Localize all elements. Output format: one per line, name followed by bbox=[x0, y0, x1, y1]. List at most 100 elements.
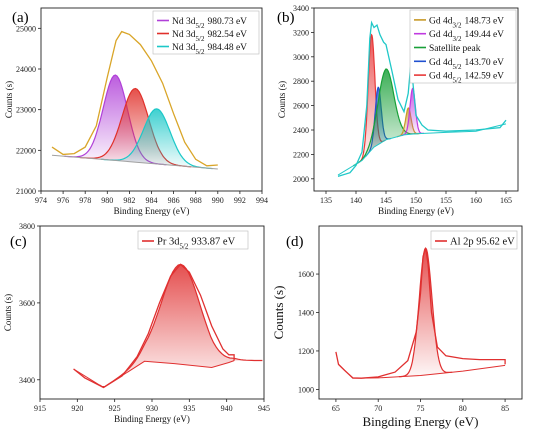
peak-fill bbox=[401, 88, 424, 136]
y-tick-label: 2600 bbox=[293, 102, 309, 111]
y-axis-label: Counts (s) bbox=[3, 294, 13, 331]
legend-entry: Gd 4d5/2 142.59 eV bbox=[429, 72, 504, 85]
peak-fill bbox=[353, 69, 419, 166]
legend-text: Satellite peak bbox=[429, 44, 481, 54]
x-tick-label: 920 bbox=[71, 404, 83, 413]
legend-entry: Al 2p 95.62 eV bbox=[450, 237, 515, 248]
legend-text: Nd 3d bbox=[172, 30, 196, 40]
legend-entry: Satellite peak bbox=[429, 44, 481, 54]
y-tick-label: 3600 bbox=[19, 299, 35, 308]
x-tick-label: 930 bbox=[146, 404, 158, 413]
legend-entry: Nd 3d5/2 982.54 eV bbox=[172, 30, 247, 43]
x-tick-label: 80 bbox=[459, 404, 467, 413]
x-tick-label: 976 bbox=[57, 196, 69, 205]
y-tick-label: 3400 bbox=[19, 376, 35, 385]
y-tick-label: 24000 bbox=[16, 65, 36, 74]
x-axis-label: Bingding Energy (eV) bbox=[362, 414, 478, 429]
panel-a: 974 976 978 980 982 984 986 988 990 992 994 21000 22… bbox=[4, 7, 268, 216]
plot-area bbox=[51, 30, 218, 170]
legend-box bbox=[137, 230, 249, 250]
legend-value: 142.59 eV bbox=[464, 72, 504, 82]
y-tick-label: 3400 bbox=[293, 4, 309, 13]
y-tick-label: 2200 bbox=[293, 150, 309, 159]
y-tick-label: 2400 bbox=[293, 126, 309, 135]
panel-label: (d) bbox=[286, 234, 304, 250]
panel-b: 135 140 145 150 155 160 165 2000 2200 2400 2600 280… bbox=[277, 4, 519, 216]
legend-entry: Gd 4d3/2 149.44 eV bbox=[429, 30, 504, 43]
legend-subscript: 5/2 bbox=[453, 77, 462, 85]
x-axis-label: Binding Energy (eV) bbox=[114, 206, 190, 216]
y-axis-label: Counts (s) bbox=[277, 81, 287, 118]
legend-text: Pr 3d bbox=[157, 237, 180, 248]
y-tick-label: 2800 bbox=[293, 77, 309, 86]
envelope-line bbox=[51, 30, 218, 167]
legend-box bbox=[409, 9, 517, 84]
x-tick-label: 75 bbox=[417, 404, 425, 413]
legend-value: 148.73 eV bbox=[464, 16, 504, 26]
panel-label: (c) bbox=[10, 234, 27, 250]
peak-fill bbox=[99, 264, 263, 387]
x-tick-label: 915 bbox=[34, 404, 46, 413]
x-tick-label: 945 bbox=[258, 404, 270, 413]
y-tick-label: 22000 bbox=[16, 146, 36, 155]
x-tick-label: 935 bbox=[183, 404, 195, 413]
plot-area bbox=[73, 263, 263, 389]
x-tick-label: 974 bbox=[35, 196, 47, 205]
legend-entry: Pr 3d5/2 933.87 eV bbox=[157, 237, 236, 251]
peak-line bbox=[101, 108, 213, 170]
legend-text: Nd 3d bbox=[172, 17, 196, 27]
legend-box bbox=[430, 230, 518, 250]
x-tick-label: 980 bbox=[101, 196, 113, 205]
x-tick-label: 982 bbox=[123, 196, 135, 205]
y-axis-label: Counts (s) bbox=[271, 286, 286, 340]
legend: Pr 3d5/2 933.87 eV bbox=[137, 230, 249, 251]
background-line bbox=[51, 154, 218, 170]
x-tick-label: 992 bbox=[234, 196, 246, 205]
legend-subscript: 5/2 bbox=[453, 63, 462, 71]
x-tick-label: 940 bbox=[221, 404, 233, 413]
legend-text: Nd 3d bbox=[172, 43, 196, 53]
peak-fill bbox=[357, 34, 386, 164]
peak-fill bbox=[79, 88, 192, 167]
envelope-line bbox=[337, 20, 507, 178]
legend-text: Gd 4d bbox=[429, 30, 453, 40]
panel-d: 65 70 75 80 85 1000 1200 1400 1600 Bingding Energ… bbox=[271, 225, 523, 429]
legend-text: Al 2p 95.62 eV bbox=[450, 237, 515, 248]
x-tick-label: 986 bbox=[168, 196, 180, 205]
y-tick-label: 3200 bbox=[293, 28, 309, 37]
y-tick-label: 1400 bbox=[298, 309, 314, 318]
x-tick-label: 994 bbox=[256, 196, 268, 205]
legend-value: 149.44 eV bbox=[464, 30, 504, 40]
x-tick-label: 155 bbox=[440, 196, 452, 205]
panel-label: (b) bbox=[277, 10, 295, 26]
x-tick-label: 978 bbox=[79, 196, 91, 205]
legend-subscript: 5/2 bbox=[196, 48, 205, 56]
legend-subscript: 5/2 bbox=[196, 22, 205, 30]
envelope-line bbox=[73, 263, 235, 389]
y-tick-label: 1600 bbox=[298, 270, 314, 279]
y-tick-label: 21000 bbox=[16, 187, 36, 196]
peak-fill bbox=[101, 108, 213, 169]
legend-entry: Nd 3d5/2 980.73 eV bbox=[172, 17, 247, 30]
legend-box bbox=[152, 10, 260, 55]
x-tick-label: 140 bbox=[350, 196, 362, 205]
legend-entry: Nd 3d5/2 984.48 eV bbox=[172, 43, 247, 56]
y-tick-label: 25000 bbox=[16, 24, 36, 33]
legend-value: 984.48 eV bbox=[207, 43, 247, 53]
legend-text: Gd 4d bbox=[429, 58, 453, 68]
legend-entry: Gd 4d3/2 148.73 eV bbox=[429, 16, 504, 29]
y-tick-label: 3800 bbox=[19, 222, 35, 231]
background-line bbox=[337, 123, 507, 176]
peak-fill bbox=[64, 75, 167, 165]
legend-subscript: 3/2 bbox=[453, 35, 462, 43]
legend-value: 143.70 eV bbox=[464, 58, 504, 68]
peak-line bbox=[401, 87, 424, 137]
legend-subscript: 5/2 bbox=[196, 35, 205, 43]
x-tick-label: 150 bbox=[410, 196, 422, 205]
x-tick-label: 145 bbox=[380, 196, 392, 205]
legend-value: 980.73 eV bbox=[207, 17, 247, 27]
legend-value: 933.87 eV bbox=[191, 237, 235, 248]
